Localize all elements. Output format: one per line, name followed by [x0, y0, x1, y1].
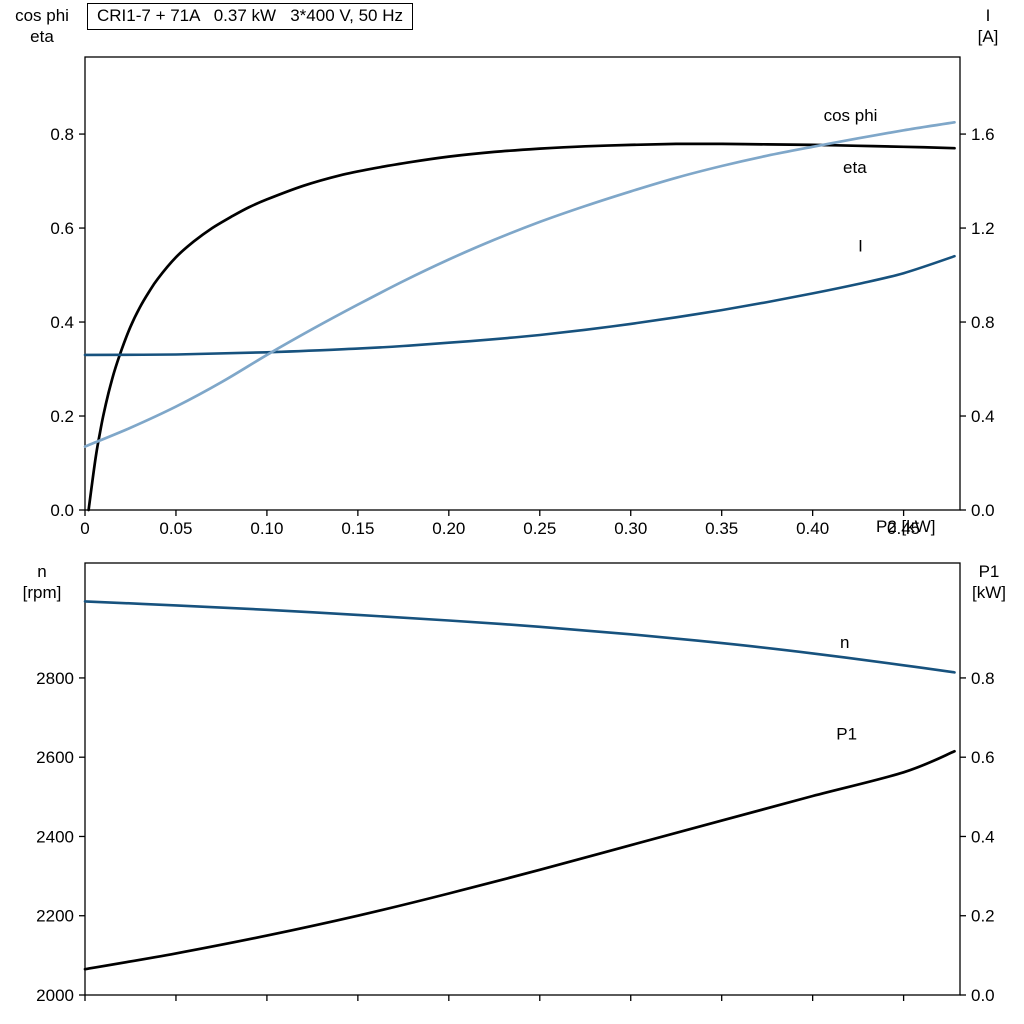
y-axis-label-power: P1 — [978, 562, 1000, 581]
y-left-tick-label: 0.4 — [50, 313, 74, 332]
x-tick-label: 0.25 — [523, 519, 556, 538]
y-left-tick-label: 2200 — [36, 907, 74, 926]
y-left-tick-label: 0.0 — [50, 501, 74, 520]
chart-title-box: CRI1-7 + 71A 0.37 kW 3*400 V, 50 Hz — [87, 3, 414, 30]
y-axis-label-top-left: cos phi eta — [2, 5, 82, 47]
curve-label-I: I — [858, 237, 863, 256]
y-right-tick-label: 0.0 — [971, 501, 995, 520]
x-tick-label: 0.05 — [159, 519, 192, 538]
y-right-tick-label: 0.4 — [971, 827, 995, 846]
curve-I — [83, 254, 956, 357]
y-left-tick-label: 2800 — [36, 669, 74, 688]
y-axis-label-eta: eta — [30, 27, 54, 46]
y-right-tick-label: 0.2 — [971, 907, 995, 926]
x-tick-label: 0 — [80, 519, 89, 538]
y-right-tick-label: 0.8 — [971, 313, 995, 332]
y-axis-label-power-unit: [kW] — [972, 583, 1006, 602]
y-left-tick-label: 0.2 — [50, 407, 74, 426]
y-axis-label-cos-phi: cos phi — [15, 6, 69, 25]
x-tick-label: 0.15 — [341, 519, 374, 538]
y-axis-label-top-right: I [A] — [962, 5, 1014, 47]
curve-n — [83, 600, 956, 674]
y-right-tick-label: 1.2 — [971, 219, 995, 238]
y-right-tick-label: 1.6 — [971, 125, 995, 144]
y-left-tick-label: 2400 — [36, 827, 74, 846]
y-axis-label-current-unit: [A] — [977, 27, 999, 46]
curve-cos-phi — [83, 120, 956, 448]
y-axis-label-speed: n — [37, 562, 47, 581]
plot-frame — [84, 56, 961, 511]
curve-label-eta: eta — [843, 158, 867, 177]
x-tick-label: 0.40 — [796, 519, 829, 538]
x-tick-label: 0.45 — [887, 519, 920, 538]
y-axis-label-bottom-left: n [rpm] — [2, 561, 82, 603]
curve-label-cos-phi: cos phi — [824, 106, 878, 125]
y-axis-label-bottom-right: P1 [kW] — [960, 561, 1018, 603]
y-axis-label-speed-unit: [rpm] — [22, 583, 62, 602]
y-axis-label-current: I — [985, 6, 991, 25]
y-right-tick-label: 0.0 — [971, 986, 995, 1005]
y-left-tick-label: 0.6 — [50, 219, 74, 238]
curve-P1 — [83, 749, 956, 971]
x-tick-label: 0.10 — [250, 519, 283, 538]
y-right-tick-label: 0.4 — [971, 407, 995, 426]
y-right-tick-label: 0.8 — [971, 669, 995, 688]
y-right-tick-label: 0.6 — [971, 748, 995, 767]
curve-eta — [87, 142, 956, 512]
x-tick-label: 0.20 — [432, 519, 465, 538]
plot-frame — [84, 562, 961, 996]
x-tick-label: 0.30 — [614, 519, 647, 538]
x-tick-label: 0.35 — [705, 519, 738, 538]
y-left-tick-label: 0.8 — [50, 125, 74, 144]
curve-label-P1: P1 — [836, 724, 857, 743]
x-axis-label: P2 [kW] — [876, 517, 936, 536]
y-left-tick-label: 2000 — [36, 986, 74, 1005]
curve-label-n: n — [840, 633, 849, 652]
y-left-tick-label: 2600 — [36, 748, 74, 767]
